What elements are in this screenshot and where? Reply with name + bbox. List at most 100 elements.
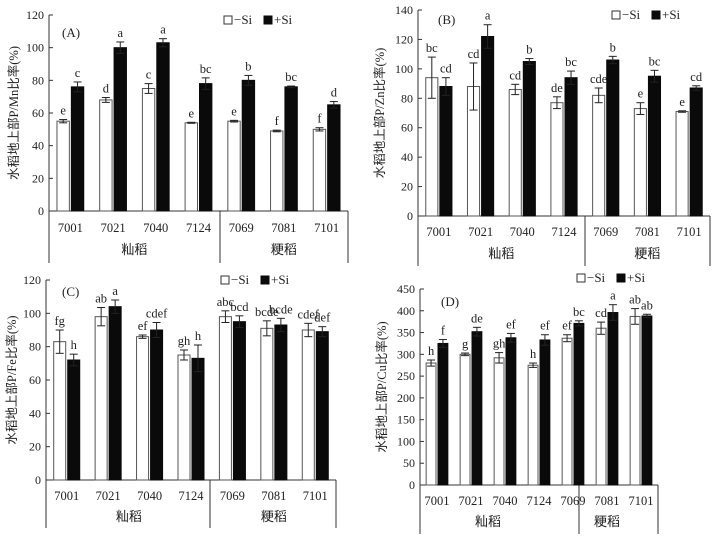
significance-letter: e [189,106,195,120]
significance-letter: d [331,86,338,100]
x-tick-label: 7001 [426,225,451,239]
legend-swatch-pos [260,275,270,285]
bar-plus-si-7069 [573,322,585,486]
significance-letter: f [441,324,446,338]
significance-letter: cd [468,47,481,61]
x-tick-label: 7040 [493,494,518,508]
group-label-indica: 籼稻 [488,246,514,261]
legend: −Si +Si [611,7,681,22]
bar-plus-si-7040 [150,329,164,481]
bar-plus-si-7040 [505,337,517,486]
legend-label-pos: +Si [627,270,646,285]
significance-letter: a [112,284,118,298]
significance-letter: cd [690,70,703,84]
legend-label-neg: −Si [622,7,641,22]
x-tick-label: 7001 [58,221,83,235]
bar-minus-si-7101 [312,128,327,212]
y-tick-label: 0 [38,204,44,218]
significance-letter: ab [95,292,107,306]
y-tick-label: 0 [407,209,413,223]
y-tick-label: 50 [403,456,415,470]
x-tick-label: 7040 [143,221,168,235]
significance-letter: c [75,66,81,80]
bar-plus-si-7001 [70,86,85,212]
bar-minus-si-7001 [53,341,67,481]
bar-minus-si-7040 [141,88,156,212]
significance-letter: h [71,338,78,352]
bar-minus-si-7101 [629,315,641,486]
significance-letter: ab [641,298,653,312]
x-tick-label: 7124 [186,221,212,235]
chart-panel-p-cu: 0 50 100 150 200 250 300 350 400 450 水稻地上部P/Cu比率(%… [374,270,659,534]
significance-letter: bc [573,305,585,319]
chart-panel-p-fe: 0 20 40 60 80 100 120 水稻地上部P/Fe比率(%) (C) −Si +Si fg… [4,272,337,528]
significance-letter: b [526,43,532,57]
y-tick-label: 100 [23,306,41,320]
y-tick-label: 150 [397,413,415,427]
significance-letter: e [231,104,237,118]
bar-plus-si-7069 [232,321,246,481]
bar-plus-si-7124 [564,77,578,217]
legend-label-pos: +Si [662,7,681,22]
y-tick-label: 40 [32,139,44,153]
x-tick-label: 7069 [593,225,618,239]
bar-minus-si-7081 [270,130,284,212]
bar-plus-si-7081 [274,324,288,481]
significance-letter: ef [562,319,573,333]
y-tick-label: 450 [397,282,415,296]
y-axis-label: 水稻地上部P/Fe比率(%) [4,315,19,444]
significance-letter: de [471,311,483,325]
y-tick-label: 400 [397,304,415,318]
y-tick-label: 250 [397,369,415,383]
significance-letter: def [314,311,331,325]
y-tick-label: 0 [409,478,415,492]
y-tick-label: 120 [395,32,413,46]
group-label-indica: 籼稻 [121,242,147,257]
y-axis-label: 水稻地上部P/Zn比率(%) [372,48,387,179]
bar-plus-si-7101 [315,331,329,481]
legend-label-neg: −Si [587,270,606,285]
x-tick-label: 7101 [314,221,339,235]
y-tick-label: 20 [29,440,41,454]
x-tick-label: 7101 [303,489,328,503]
bar-minus-si-7124 [527,364,539,486]
bar-minus-si-7069 [561,337,573,486]
x-tick-label: 7124 [179,489,205,503]
bar-minus-si-7124 [177,354,191,481]
significance-letter: b [245,59,251,73]
group-label-japonica: 粳稻 [271,242,297,257]
x-tick-label: 7081 [271,221,296,235]
legend-swatch-pos [651,10,661,20]
significance-letter: c [146,68,152,82]
y-tick-label: 120 [26,8,44,22]
bar-plus-si-7081 [607,312,619,486]
significance-letter: bcde [255,305,279,319]
legend: −Si +Si [576,270,646,285]
group-label-japonica: 粳稻 [261,509,287,524]
y-axis-label: 水稻地上部P/Cu比率(%) [374,321,389,452]
chart-panel-p-mn: 0 20 40 60 80 100 120 水稻地上部P/Mn比率(%) (A) −Si +Si e c… [6,8,349,263]
significance-letter: a [485,9,491,23]
y-tick-label: 60 [401,121,413,135]
bar-minus-si-7001 [425,362,437,486]
significance-letter: gh [178,334,191,348]
y-axis-label: 水稻地上部P/Mn比率(%) [6,46,21,180]
bar-minus-si-7040 [136,336,150,481]
x-tick-label: 7069 [561,494,586,508]
x-tick-label: 7069 [220,489,245,503]
bar-plus-si-7021 [471,331,483,486]
x-tick-label: 7081 [595,494,620,508]
bar-minus-si-7021 [99,99,113,212]
significance-letter: h [428,344,435,358]
bar-minus-si-7101 [675,111,689,217]
x-tick-label: 7124 [552,225,578,239]
bar-minus-si-7124 [184,122,198,212]
y-tick-label: 0 [35,473,41,487]
significance-letter: h [530,347,537,361]
bar-plus-si-7124 [199,83,213,212]
significance-letter: bcd [230,300,249,314]
bar-plus-si-7069 [606,59,620,217]
legend-swatch-neg [223,15,233,25]
bar-plus-si-7069 [241,79,256,212]
significance-letter: cd [509,68,522,82]
